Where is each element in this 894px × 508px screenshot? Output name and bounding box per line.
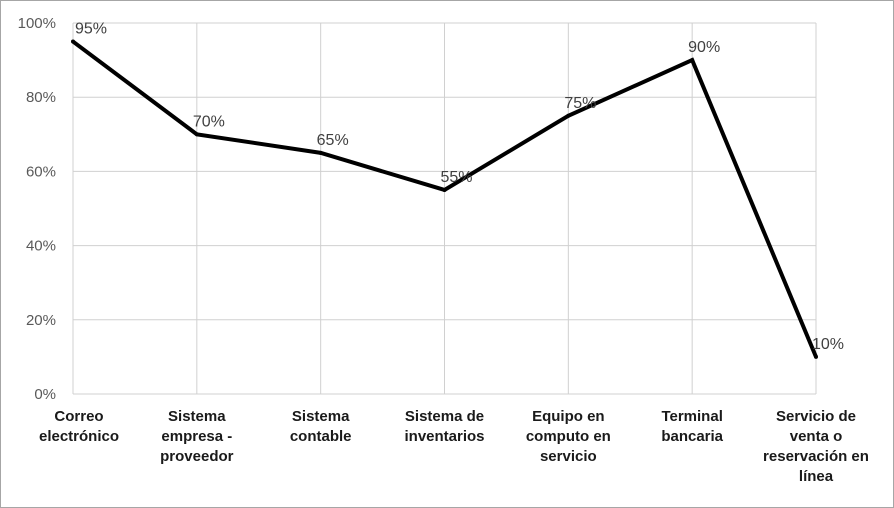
y-tick-label-5: 100%	[18, 15, 56, 32]
x-category-label-line: Terminal	[661, 408, 722, 425]
data-point-5	[690, 58, 695, 63]
x-category-label-line: bancaria	[661, 428, 723, 445]
x-category-label-0: Correo electrónico	[39, 408, 119, 445]
x-category-label-1: Sistema empresa - proveedor	[160, 408, 234, 465]
x-category-label-line: inventarios	[404, 428, 484, 445]
x-category-label-line: empresa -	[161, 428, 232, 445]
x-category-label-line: reservación en	[763, 448, 869, 465]
data-label-0: 95%	[75, 21, 107, 38]
x-category-label-4: Equipo en computo en servicio	[526, 408, 611, 465]
x-category-label-line: Servicio de	[776, 408, 856, 425]
x-category-label-line: venta o	[790, 428, 843, 445]
data-point-2	[318, 150, 323, 155]
x-category-label-line: Sistema	[292, 408, 350, 425]
y-tick-label-0: 0%	[34, 386, 56, 403]
y-tick-label-1: 20%	[26, 312, 56, 329]
series-line-group	[71, 39, 818, 359]
x-category-label-line: servicio	[540, 448, 597, 465]
x-category-label-line: Correo	[54, 408, 103, 425]
data-label-3: 55%	[441, 169, 473, 186]
data-label-6: 10%	[812, 336, 844, 353]
data-labels: 95% 70% 65% 55% 75% 90% 10%	[75, 21, 844, 353]
vertical-gridlines	[72, 23, 817, 394]
x-category-label-line: contable	[290, 428, 352, 445]
x-category-label-6: Servicio de venta o reservación en línea	[763, 408, 869, 485]
x-axis-category-labels: Correo electrónico Sistema empresa - proveed…	[39, 408, 869, 485]
x-category-label-line: electrónico	[39, 428, 119, 445]
x-category-label-5: Terminal bancaria	[661, 408, 723, 445]
x-category-label-3: Sistema de inventarios	[404, 408, 484, 445]
x-category-label-line: Sistema de	[405, 408, 484, 425]
y-axis-tick-labels: 0% 20% 40% 60% 80% 100%	[18, 15, 56, 403]
x-category-label-line: Equipo en	[532, 408, 605, 425]
data-point-1	[194, 132, 199, 137]
data-point-3	[442, 187, 447, 192]
x-category-label-line: proveedor	[160, 448, 234, 465]
data-point-6	[814, 354, 818, 359]
data-label-4: 75%	[564, 95, 596, 112]
x-category-label-line: computo en	[526, 428, 611, 445]
x-category-label-2: Sistema contable	[290, 408, 352, 445]
y-tick-label-3: 60%	[26, 163, 56, 180]
data-label-1: 70%	[193, 113, 225, 130]
data-label-5: 90%	[688, 39, 720, 56]
x-category-label-line: Sistema	[168, 408, 226, 425]
y-tick-label-4: 80%	[26, 89, 56, 106]
data-point-0	[71, 39, 75, 44]
data-label-2: 65%	[317, 132, 349, 149]
x-category-label-line: línea	[799, 468, 834, 485]
y-tick-label-2: 40%	[26, 238, 56, 255]
data-point-4	[566, 113, 571, 118]
